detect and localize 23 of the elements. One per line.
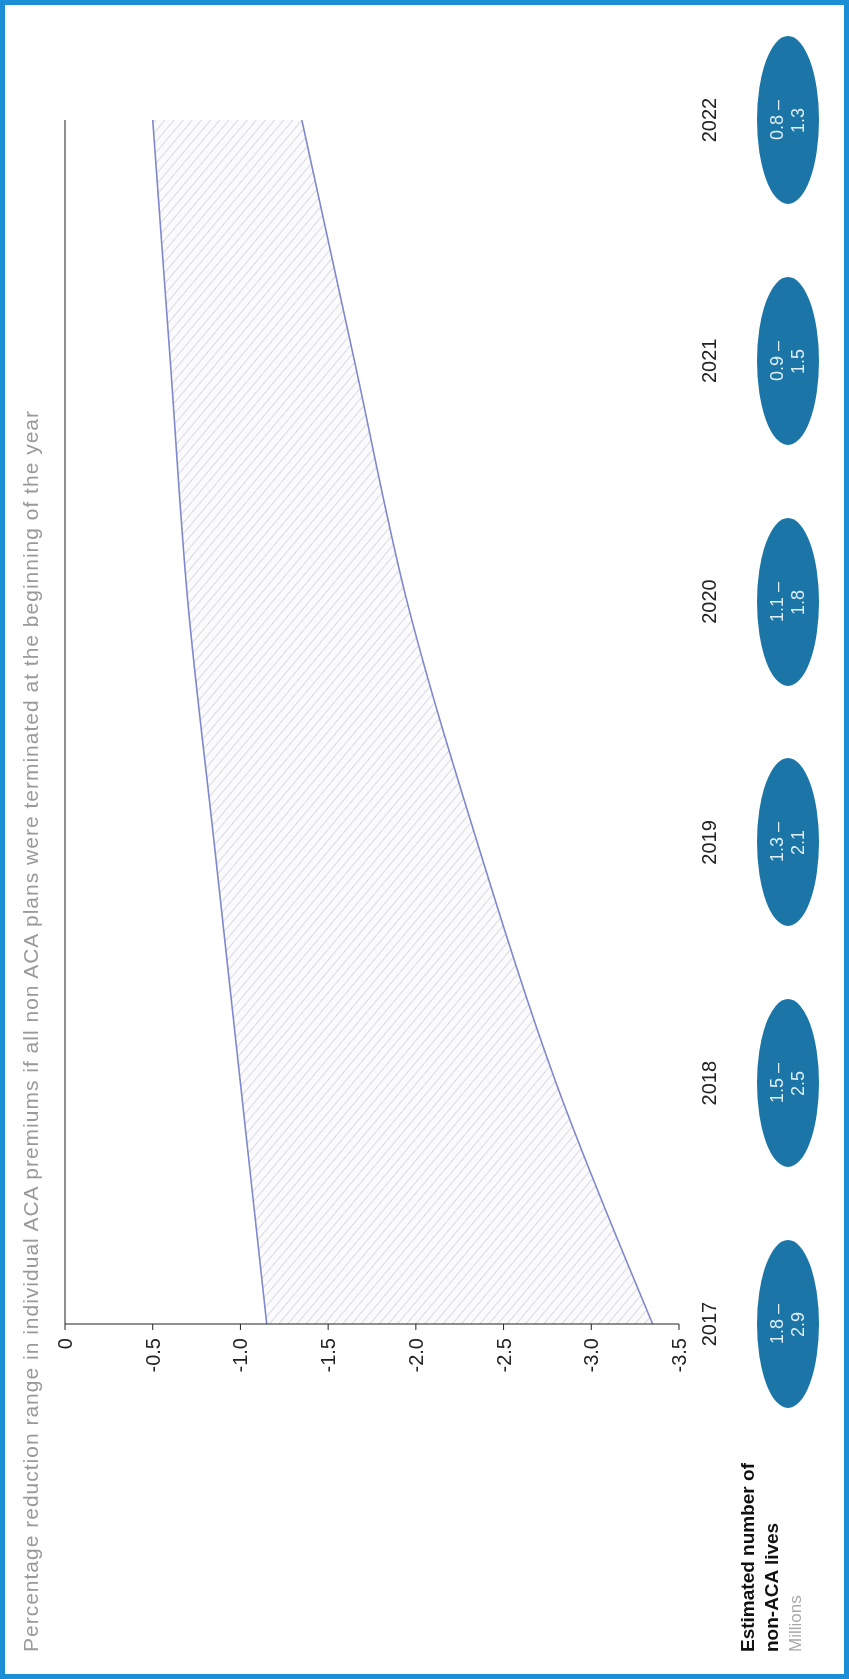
oval-badge: 1.1 – 1.8 <box>757 517 819 686</box>
oval-badge: 1.8 – 2.9 <box>757 1240 819 1408</box>
x-tick-label: 0 <box>54 1338 76 1350</box>
y-tick-label: 2019 <box>698 820 720 865</box>
text: Percentage reduction range in individual ACA premiums if all non ACA plans were terminated at the beginning of the year <box>19 409 43 1652</box>
x-tick-label: -3.5 <box>668 1338 690 1373</box>
oval-badge: 1.5 – 2.5 <box>757 999 819 1168</box>
oval-badge: 1.3 – 2.1 <box>757 758 819 927</box>
y-tick-label: 2021 <box>698 338 720 384</box>
text: Millions <box>785 1594 806 1652</box>
oval-badge: 0.9 – 1.5 <box>757 276 819 445</box>
text: Estimated number of non-ACA lives <box>736 1462 783 1652</box>
y-tick-label: 2020 <box>698 579 720 624</box>
x-tick-label: -1.5 <box>317 1338 340 1373</box>
x-tick-label: -1.0 <box>229 1338 252 1373</box>
oval-badge: 0.8 – 1.3 <box>757 36 819 204</box>
y-tick-label: 2017 <box>698 1301 720 1347</box>
x-tick-label: -2.0 <box>404 1338 427 1373</box>
x-tick-label: -2.5 <box>492 1338 515 1373</box>
x-tick-label: -3.0 <box>580 1338 603 1373</box>
x-tick-label: -0.5 <box>141 1338 164 1373</box>
y-tick-label: 2018 <box>698 1060 720 1106</box>
y-tick-label: 2022 <box>698 97 720 143</box>
